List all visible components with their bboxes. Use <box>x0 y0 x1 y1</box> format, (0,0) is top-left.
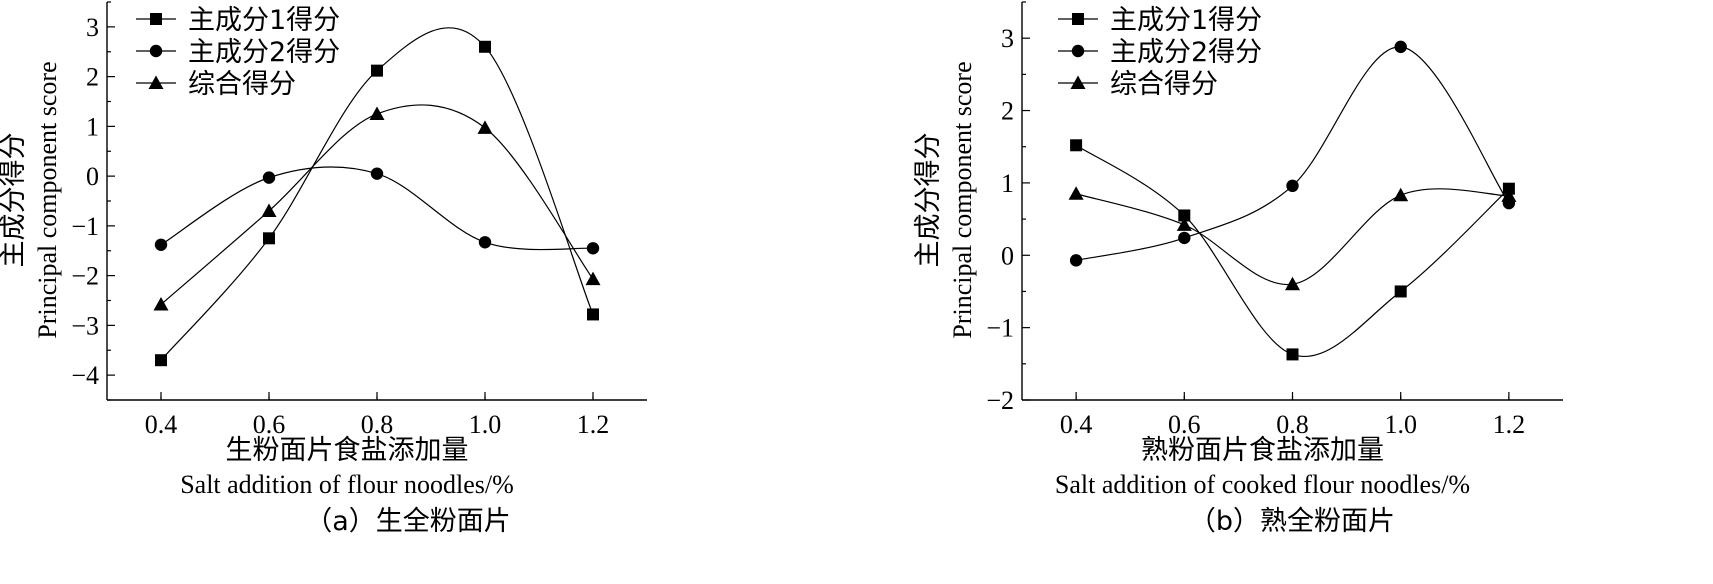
data-point <box>1178 231 1191 245</box>
series-square <box>1070 139 1515 361</box>
y-tick-label: 1 <box>86 112 99 141</box>
y-tick-label: −2 <box>71 262 99 291</box>
x-axis-label-cn: 熟粉面片食盐添加量 <box>1141 435 1384 466</box>
data-point <box>1393 187 1409 202</box>
data-point <box>1394 285 1407 298</box>
data-point <box>1070 139 1083 152</box>
data-point <box>154 238 168 251</box>
x-tick-label: 0.6 <box>1168 410 1201 439</box>
legend-marker <box>1072 13 1084 25</box>
data-point <box>1394 40 1407 54</box>
series-line <box>160 104 594 305</box>
y-tick-label: 2 <box>1001 97 1014 126</box>
x-axis-label-cn: 生粉面片食盐添加量 <box>226 435 469 466</box>
legend-marker <box>149 44 163 58</box>
data-point <box>263 232 275 245</box>
y-tick-label: 1 <box>1001 169 1014 198</box>
x-axis-label-en: Salt addition of cooked flour noodles/% <box>1055 470 1470 499</box>
series-circle <box>1069 40 1516 267</box>
data-point <box>370 167 384 180</box>
x-axis-label-en: Salt addition of flour noodles/% <box>180 470 514 499</box>
legend-label: 主成分2得分 <box>188 37 340 68</box>
figure-caption: （b）熟全粉面片 <box>1189 506 1395 537</box>
legend-label: 主成分1得分 <box>188 5 340 36</box>
y-tick-label: 0 <box>1001 241 1014 270</box>
x-tick-label: 0.4 <box>1060 410 1093 439</box>
y-tick-label: 3 <box>86 13 99 42</box>
x-tick-label: 0.8 <box>361 410 394 439</box>
data-point <box>1501 188 1517 202</box>
data-point <box>478 236 492 249</box>
data-point <box>585 271 601 286</box>
data-point <box>371 64 383 77</box>
data-point <box>1176 217 1192 231</box>
legend-label: 综合得分 <box>1110 69 1218 100</box>
data-point <box>262 171 276 184</box>
chart-panel-a: 3 2 1 0 −1 −2 −3 −4 0.4 0.6 0.8 1.0 1.2 主成分1得分主成分2得分综… <box>0 1 647 537</box>
legend-marker <box>150 13 162 25</box>
legend-marker <box>1071 44 1085 58</box>
data-point <box>1286 179 1299 193</box>
x-tick-label: 1.0 <box>1384 410 1417 439</box>
data-point <box>1285 276 1300 291</box>
data-point <box>479 40 491 53</box>
y-tick-label: −4 <box>71 361 99 390</box>
legend-marker <box>148 75 164 89</box>
series-line <box>1075 46 1510 261</box>
data-point <box>1178 209 1191 222</box>
series-triangle <box>153 104 601 311</box>
y-tick-label: −1 <box>986 314 1014 343</box>
legend-label: 主成分2得分 <box>1110 37 1262 68</box>
data-point <box>477 120 493 134</box>
x-tick-label: 0.8 <box>1276 410 1309 439</box>
y-tick-label: −2 <box>986 386 1014 415</box>
data-point <box>155 354 167 367</box>
y-axis-label-cn: 主成分得分 <box>913 133 944 268</box>
data-point <box>1286 348 1299 361</box>
y-axis-label-en: Principal component score <box>948 61 977 338</box>
x-tick-label: 1.2 <box>577 410 610 439</box>
y-tick-label: −1 <box>71 212 99 241</box>
series-circle <box>154 166 600 255</box>
data-point <box>587 308 599 321</box>
legend-marker <box>1070 75 1086 89</box>
data-point <box>153 296 169 311</box>
y-tick-label: −3 <box>71 311 99 340</box>
y-tick-label: 0 <box>86 162 99 191</box>
y-tick-label: 3 <box>1001 24 1014 53</box>
figure-caption: （a）生全粉面片 <box>305 506 511 537</box>
data-point <box>586 242 600 255</box>
series-line <box>1075 188 1509 285</box>
series-line <box>1075 144 1510 357</box>
data-point <box>261 203 277 217</box>
x-tick-label: 0.6 <box>253 410 286 439</box>
legend-label: 综合得分 <box>188 69 296 100</box>
data-point <box>369 106 385 120</box>
data-point <box>1068 186 1084 200</box>
legend-label: 主成分1得分 <box>1110 5 1262 36</box>
y-axis-label-en: Principal component score <box>33 61 62 338</box>
series-square <box>155 27 599 367</box>
x-tick-label: 1.0 <box>469 410 502 439</box>
series-triangle <box>1068 186 1517 291</box>
y-axis-label-cn: 主成分得分 <box>0 133 29 268</box>
x-tick-label: 0.4 <box>145 410 178 439</box>
y-tick-label: 2 <box>86 63 99 92</box>
x-tick-label: 1.2 <box>1493 410 1526 439</box>
data-point <box>1069 254 1083 267</box>
